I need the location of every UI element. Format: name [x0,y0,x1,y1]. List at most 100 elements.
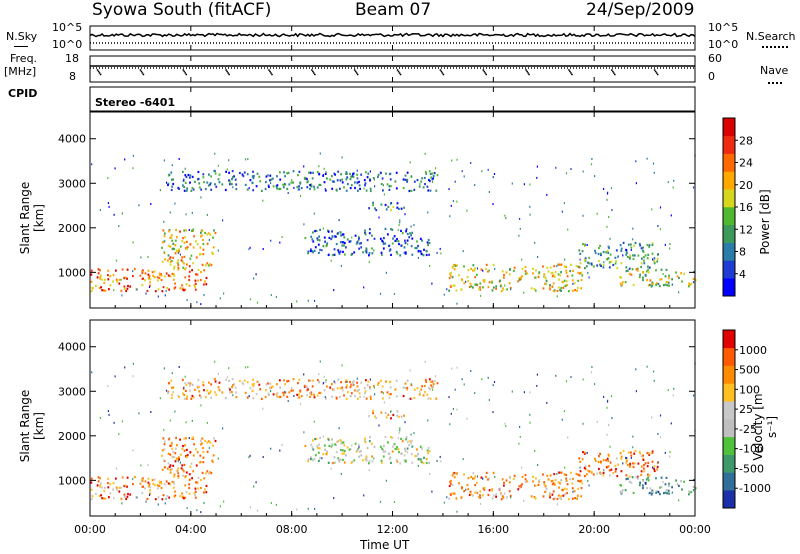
range-gate-cell [597,252,600,256]
range-gate-cell [141,479,144,482]
range-gate-cell [491,280,494,283]
range-gate-cell [651,243,654,246]
range-gate-cell [182,445,184,448]
range-gate-cell [639,452,642,455]
range-gate-cell [252,170,254,173]
range-gate-cell [418,393,421,396]
range-gate-cell [429,172,432,176]
range-gate-cell [384,411,387,415]
range-gate-cell [600,253,602,257]
range-gate-cell [101,278,103,281]
nave-dip-point [442,73,445,76]
range-gate-cell [95,492,97,495]
range-gate-cell [548,286,551,289]
range-gate-cell [351,175,354,178]
range-gate-cell [388,249,391,252]
range-gate-cell [178,366,180,368]
range-gate-cell [358,235,360,238]
range-gate-cell [587,469,589,472]
range-gate-cell [430,384,433,387]
range-gate-cell [449,482,452,485]
range-gate-cell [129,285,132,288]
range-gate-cell [579,272,581,275]
range-gate-cell [199,443,202,446]
range-gate-cell [181,256,184,259]
range-gate-cell [147,464,149,467]
range-gate-cell [676,483,679,486]
range-gate-cell [523,183,525,186]
range-gate-cell [299,182,302,185]
range-gate-cell [537,483,540,486]
range-gate-cell [107,385,109,388]
range-gate-cell [365,189,368,192]
range-gate-cell [425,172,428,175]
range-gate-cell [172,178,175,181]
range-gate-cell [205,276,208,280]
range-gate-cell [650,285,653,288]
range-gate-cell [627,269,629,272]
range-gate-cell [656,260,659,263]
range-gate-cell [246,188,249,191]
range-gate-cell [443,501,445,504]
range-gate-cell [167,182,170,185]
nave-dip-point [98,72,101,74]
range-gate-cell [614,470,617,473]
range-gate-cell [173,265,176,268]
range-gate-cell [587,479,589,482]
range-gate-cell [112,488,114,491]
range-gate-cell [97,268,100,271]
range-gate-cell [184,276,187,279]
range-gate-cell [279,449,281,452]
range-gate-cell [185,229,187,232]
range-gate-cell [373,178,375,181]
nave-dip-point [482,69,485,71]
range-gate-cell [452,408,454,410]
range-gate-cell [241,381,244,384]
range-gate-cell [197,476,200,479]
range-gate-cell [214,377,216,381]
range-gate-cell [349,395,352,398]
range-gate-cell [184,444,186,447]
range-gate-cell [100,274,102,277]
range-gate-cell [338,252,341,255]
range-gate-cell [217,249,219,252]
colorbar-segment [723,224,735,243]
range-gate-cell [479,490,482,493]
range-gate-cell [655,282,658,285]
range-gate-cell [461,278,463,281]
range-gate-cell [210,175,212,178]
range-gate-cell [345,189,348,192]
range-gate-cell [391,228,394,231]
range-gate-cell [183,393,186,397]
range-gate-cell [335,451,338,454]
range-gate-cell [646,157,648,160]
range-gate-cell [517,488,520,491]
range-gate-cell [167,183,169,187]
range-gate-cell [466,417,468,420]
range-gate-cell [584,468,587,471]
range-gate-cell [388,452,391,455]
range-gate-cell [504,422,506,425]
range-gate-cell [594,459,597,462]
range-gate-cell [337,378,340,381]
range-gate-cell [195,256,198,259]
range-gate-cell [129,493,132,496]
range-gate-cell [668,277,670,280]
range-gate-cell [647,461,650,464]
nave-dip-point [570,72,572,74]
range-gate-cell [560,287,563,290]
range-gate-cell [169,236,172,239]
range-gate-cell [639,244,642,247]
range-gate-cell [281,236,283,239]
range-gate-cell [648,266,651,269]
range-gate-cell [113,289,115,292]
range-gate-cell [635,390,637,393]
range-gate-cell [179,461,181,464]
range-gate-cell [158,484,161,488]
range-gate-cell [537,256,539,258]
range-gate-cell [112,273,115,277]
range-gate-cell [518,486,521,489]
range-gate-cell [599,471,601,474]
range-gate-cell [309,171,312,174]
colorbar-tick-label: 100 [739,383,760,396]
